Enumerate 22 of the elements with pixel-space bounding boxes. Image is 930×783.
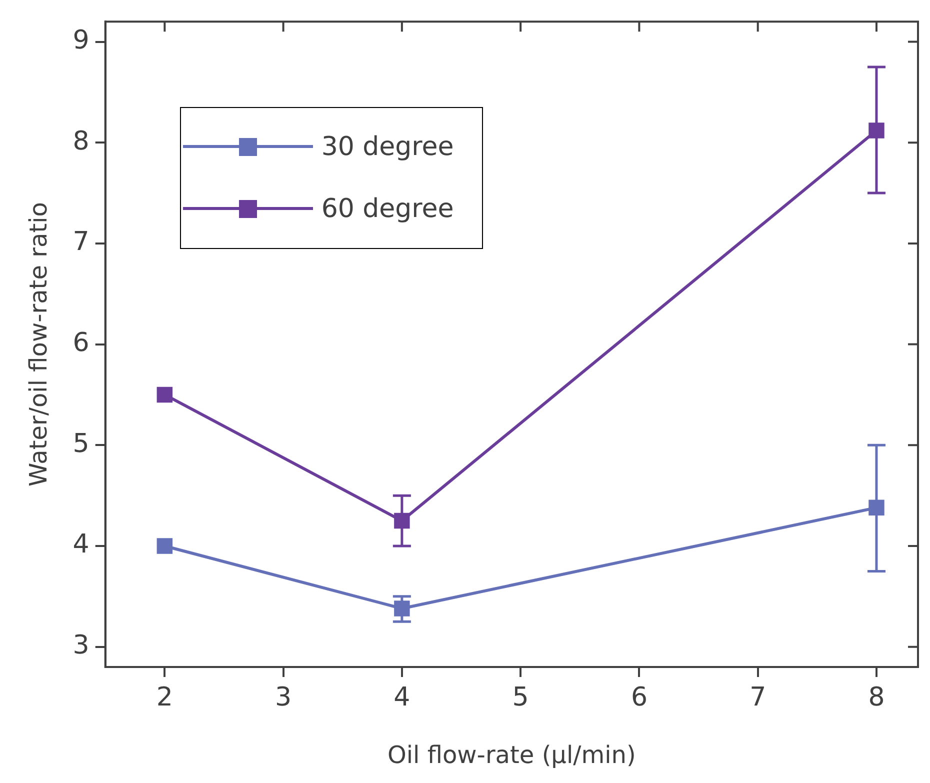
y-tick-label: 3 (72, 630, 90, 661)
x-tick-label: 3 (275, 682, 292, 712)
x-tick-label: 6 (630, 682, 648, 712)
x-axis-title: Oil flow-rate (µl/min) (388, 740, 636, 769)
y-tick-label: 5 (72, 428, 90, 459)
y-tick-label: 7 (72, 227, 90, 258)
x-tick-label: 8 (868, 682, 885, 712)
legend-label: 30 degree (321, 132, 454, 162)
x-tick-label: 7 (750, 682, 766, 712)
y-tick-label: 8 (72, 126, 90, 156)
legend-label: 60 degree (321, 194, 454, 224)
y-tick-label: 9 (72, 26, 90, 56)
y-tick-label: 4 (72, 530, 90, 560)
y-tick-label: 6 (72, 328, 90, 358)
x-tick-label: 4 (394, 682, 410, 712)
point (868, 122, 884, 138)
x-tick-label: 2 (156, 682, 173, 712)
x-tick-label: 5 (512, 682, 529, 712)
point (156, 386, 173, 403)
y-axis-title: Water/oil flow-rate ratio (24, 202, 53, 487)
point (394, 600, 410, 616)
point (156, 538, 173, 554)
